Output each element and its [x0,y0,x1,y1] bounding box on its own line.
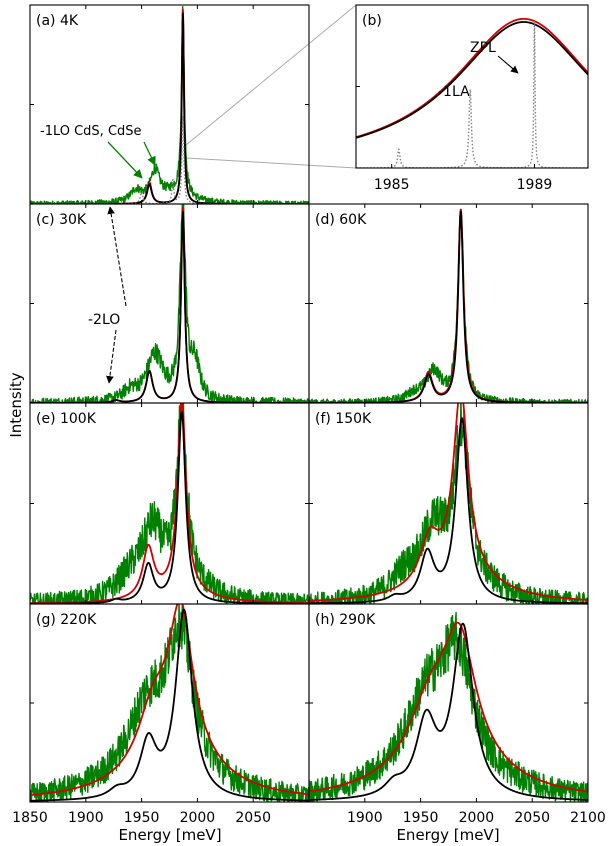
panel-d-series-0 [309,208,588,403]
panel-g [29,603,310,803]
panel-b-title: (b) [362,13,382,29]
panel-e-series-1 [30,410,309,604]
annotation-1lo-arrow-2 [143,141,156,166]
panel-g-xtick-label: 2000 [180,810,216,826]
x-axis-label-right: Energy [meV] [396,826,499,844]
panel-a-plot-area [30,5,309,204]
panel-a-frame [29,4,310,205]
panel-e-title: (e) 100K [36,411,97,427]
panel-e-plot-area [30,403,309,604]
panel-g-series-0 [30,604,309,797]
panel-c-frame [29,203,310,404]
annotation-1lo: -1LO CdS, CdSe [40,124,142,139]
panel-a-series-1 [30,12,309,204]
panel-c-title: (c) 30K [36,212,87,228]
panel-b-xtick-label: 1989 [517,177,553,193]
panel-d-series-2 [309,213,588,403]
panel-h-title: (h) 290K [315,612,376,628]
panel-d-plot-area [309,208,588,403]
annotation-1la: -1LA [438,84,470,100]
x-axis-label-left: Energy [meV] [118,826,221,844]
annotation-zpl: ZPL [470,40,496,56]
panel-f-plot-area [309,403,588,604]
panel-h-plot-area [309,611,588,802]
panel-g-xtick-label: 1950 [124,810,160,826]
panel-g-xtick-label: 1850 [12,810,48,826]
inset-background [356,5,588,168]
panel-f [308,402,589,605]
annotation-2lo: -2LO [88,312,120,328]
annotation-2lo-arrow-down [106,329,117,384]
panel-g-xtick-label: 1900 [68,810,104,826]
inset-zoom-line-bottom [185,157,357,169]
panel-a [29,4,310,205]
y-axis-label: Intensity [7,372,25,437]
panel-a-series-3 [30,5,309,204]
panel-b-xtick-label: 1985 [374,177,410,193]
panel-d [308,203,589,404]
panel-g-plot-area [30,604,309,802]
panel-h-xtick-label: 1950 [403,810,439,826]
panel-g-title: (g) 220K [36,612,97,628]
panel-h-series-0 [309,621,588,793]
panel-g-xtick-label: 2050 [235,810,271,826]
annotation-zpl-arrow [497,55,519,74]
panel-a-series-0 [30,8,309,204]
panel-h-xtick-label: 2050 [514,810,550,826]
panel-a-title: (a) 4K [36,13,79,29]
panel-b-series-1 [356,21,588,139]
panel-d-series-1 [309,210,588,403]
panel-b [355,4,589,169]
annotation-1lo-arrow-1 [107,141,143,179]
panel-h-series-1 [309,622,588,801]
panel-d-frame [308,203,589,404]
panel-h [308,603,589,803]
annotation-2lo-arrow-up [107,206,127,307]
panel-f-series-0 [309,403,588,602]
panel-g-series-1 [30,608,309,802]
panel-h-series-2 [309,611,588,802]
panel-e-series-0 [30,403,309,604]
inset-zoom-line-top [185,4,357,146]
panel-d-title: (d) 60K [315,212,367,228]
panel-f-series-1 [309,417,588,604]
panel-h-xtick-label: 2000 [459,810,495,826]
panel-h-xtick-label: 2100 [570,810,606,826]
panel-h-xtick-label: 1900 [347,810,383,826]
panel-f-title: (f) 150K [315,411,372,427]
